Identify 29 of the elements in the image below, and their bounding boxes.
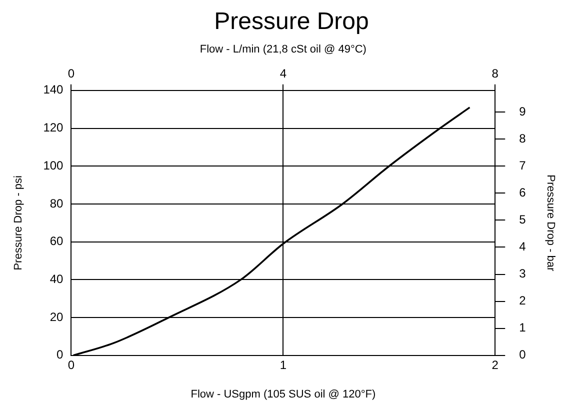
y2-tick-label: 6	[519, 185, 526, 200]
y-tick-label: 80	[50, 196, 64, 210]
y2-tick-label: 9	[519, 104, 526, 118]
y2-tick-label: 3	[519, 266, 526, 281]
y-tick-label: 20	[50, 310, 64, 324]
x-tick-label: 2	[492, 358, 499, 372]
x2-axis-title: Flow - L/min (21,8 cSt oil @ 49°C)	[200, 43, 366, 56]
y2-tick-label: 8	[519, 131, 526, 146]
y2-axis-title: Pressure Drop - bar	[544, 174, 556, 272]
y-tick-label: 0	[56, 348, 64, 362]
chart-title: Pressure Drop	[214, 8, 369, 36]
y2-tick-label: 4	[519, 240, 526, 254]
y-tick-label: 40	[50, 272, 64, 286]
y-tick-label: 140	[43, 82, 64, 97]
x2-tick-label: 0	[68, 66, 75, 81]
y2-tick-label: 0	[519, 348, 526, 362]
y2-tick-label: 2	[519, 294, 526, 308]
y-tick-label: 120	[43, 120, 64, 135]
y2-tick-label: 7	[519, 158, 526, 172]
y2-tick-label: 5	[519, 212, 526, 227]
x2-tick-label: 8	[492, 66, 499, 81]
y-tick-label: 100	[43, 158, 64, 172]
x-tick-label: 1	[280, 358, 287, 372]
x2-tick-label: 4	[280, 66, 287, 81]
x-axis-title: Flow - USgpm (105 SUS oil @ 120°F)	[190, 388, 376, 400]
y2-tick-label: 1	[519, 320, 526, 335]
x-tick-label: 0	[68, 358, 75, 372]
y-tick-label: 60	[50, 234, 64, 248]
y-axis-title: Pressure Drop - psi	[12, 176, 25, 270]
